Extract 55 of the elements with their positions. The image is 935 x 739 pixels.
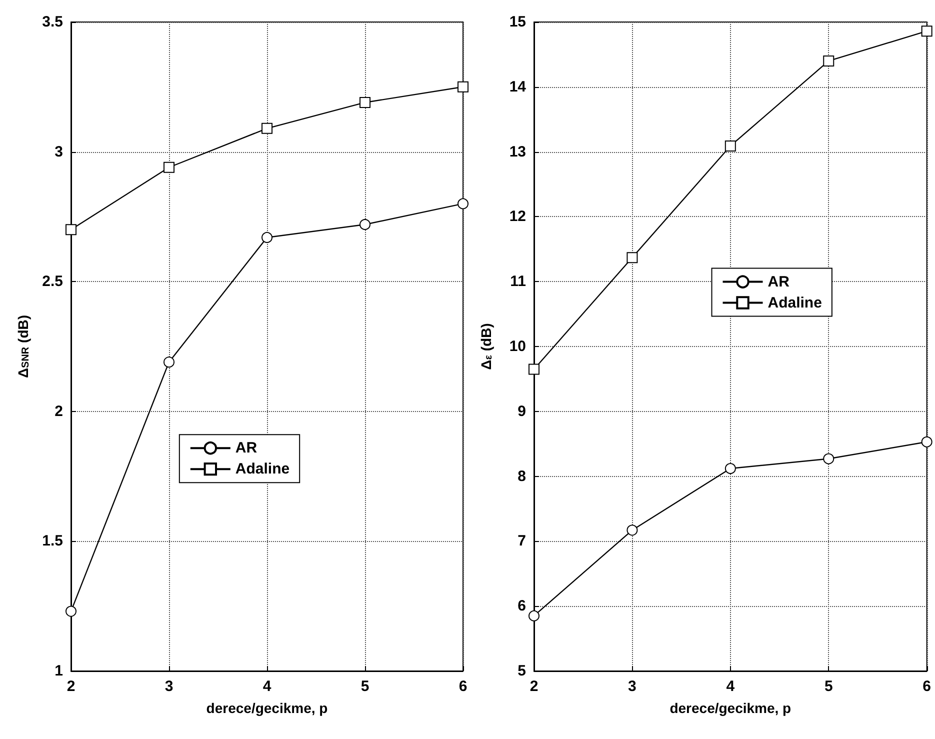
- x-tick-label: 4: [726, 678, 736, 695]
- point: [724, 140, 736, 152]
- point: [921, 436, 932, 448]
- point: [626, 252, 638, 264]
- y-tick-label: 1.5: [42, 532, 63, 550]
- legend-label: Adaline: [768, 294, 822, 312]
- point: [458, 198, 468, 210]
- y-tick-label: 3.5: [42, 14, 63, 30]
- point: [724, 463, 736, 474]
- legend-label: AR: [235, 440, 258, 457]
- x-tick-label: 5: [360, 678, 370, 695]
- point: [626, 524, 638, 536]
- y-tick-label: 11: [510, 273, 526, 290]
- x-tick-label: 6: [458, 678, 468, 695]
- point: [66, 606, 76, 617]
- point: [458, 81, 468, 92]
- x-tick-label: 5: [824, 678, 833, 695]
- point: [823, 55, 834, 66]
- x-tick-label: 6: [922, 678, 931, 695]
- x-axis-title: derece/gecikme, p: [670, 700, 792, 716]
- y-tick-label: 9: [518, 402, 526, 420]
- legend-label: Adaline: [235, 460, 290, 478]
- y-tick-label: 5: [518, 662, 526, 680]
- point: [921, 26, 932, 37]
- y-axis-title: Δε (dB): [478, 323, 494, 370]
- x-tick-label: 2: [530, 678, 538, 695]
- y-tick-label: 14: [509, 78, 527, 96]
- legend-label: AR: [768, 273, 790, 290]
- y-tick-label: 2: [54, 402, 63, 420]
- y-axis-title: ΔSNR (dB): [15, 314, 32, 378]
- point: [262, 122, 272, 134]
- y-tick-label: 1: [54, 662, 63, 680]
- point: [360, 218, 370, 230]
- point: [528, 364, 540, 375]
- point: [66, 224, 76, 236]
- y-tick-label: 7: [518, 532, 526, 550]
- point: [164, 356, 174, 368]
- y-tick-label: 10: [509, 338, 526, 355]
- point: [528, 610, 540, 622]
- y-tick-label: 2.5: [42, 273, 63, 290]
- point: [262, 232, 272, 243]
- point: [823, 453, 834, 464]
- point: [360, 96, 370, 108]
- y-tick-label: 3: [54, 143, 63, 160]
- y-tick-label: 6: [518, 598, 526, 615]
- x-axis-title: derece/gecikme, p: [206, 700, 328, 716]
- y-tick-label: 12: [509, 208, 526, 226]
- y-tick-label: 13: [509, 143, 526, 160]
- point: [164, 162, 174, 173]
- x-tick-label: 4: [262, 678, 272, 695]
- x-tick-label: 3: [628, 678, 636, 695]
- y-tick-label: 15: [509, 14, 526, 30]
- y-tick-label: 8: [518, 468, 526, 485]
- x-tick-label: 2: [66, 678, 76, 695]
- x-tick-label: 3: [164, 678, 174, 695]
